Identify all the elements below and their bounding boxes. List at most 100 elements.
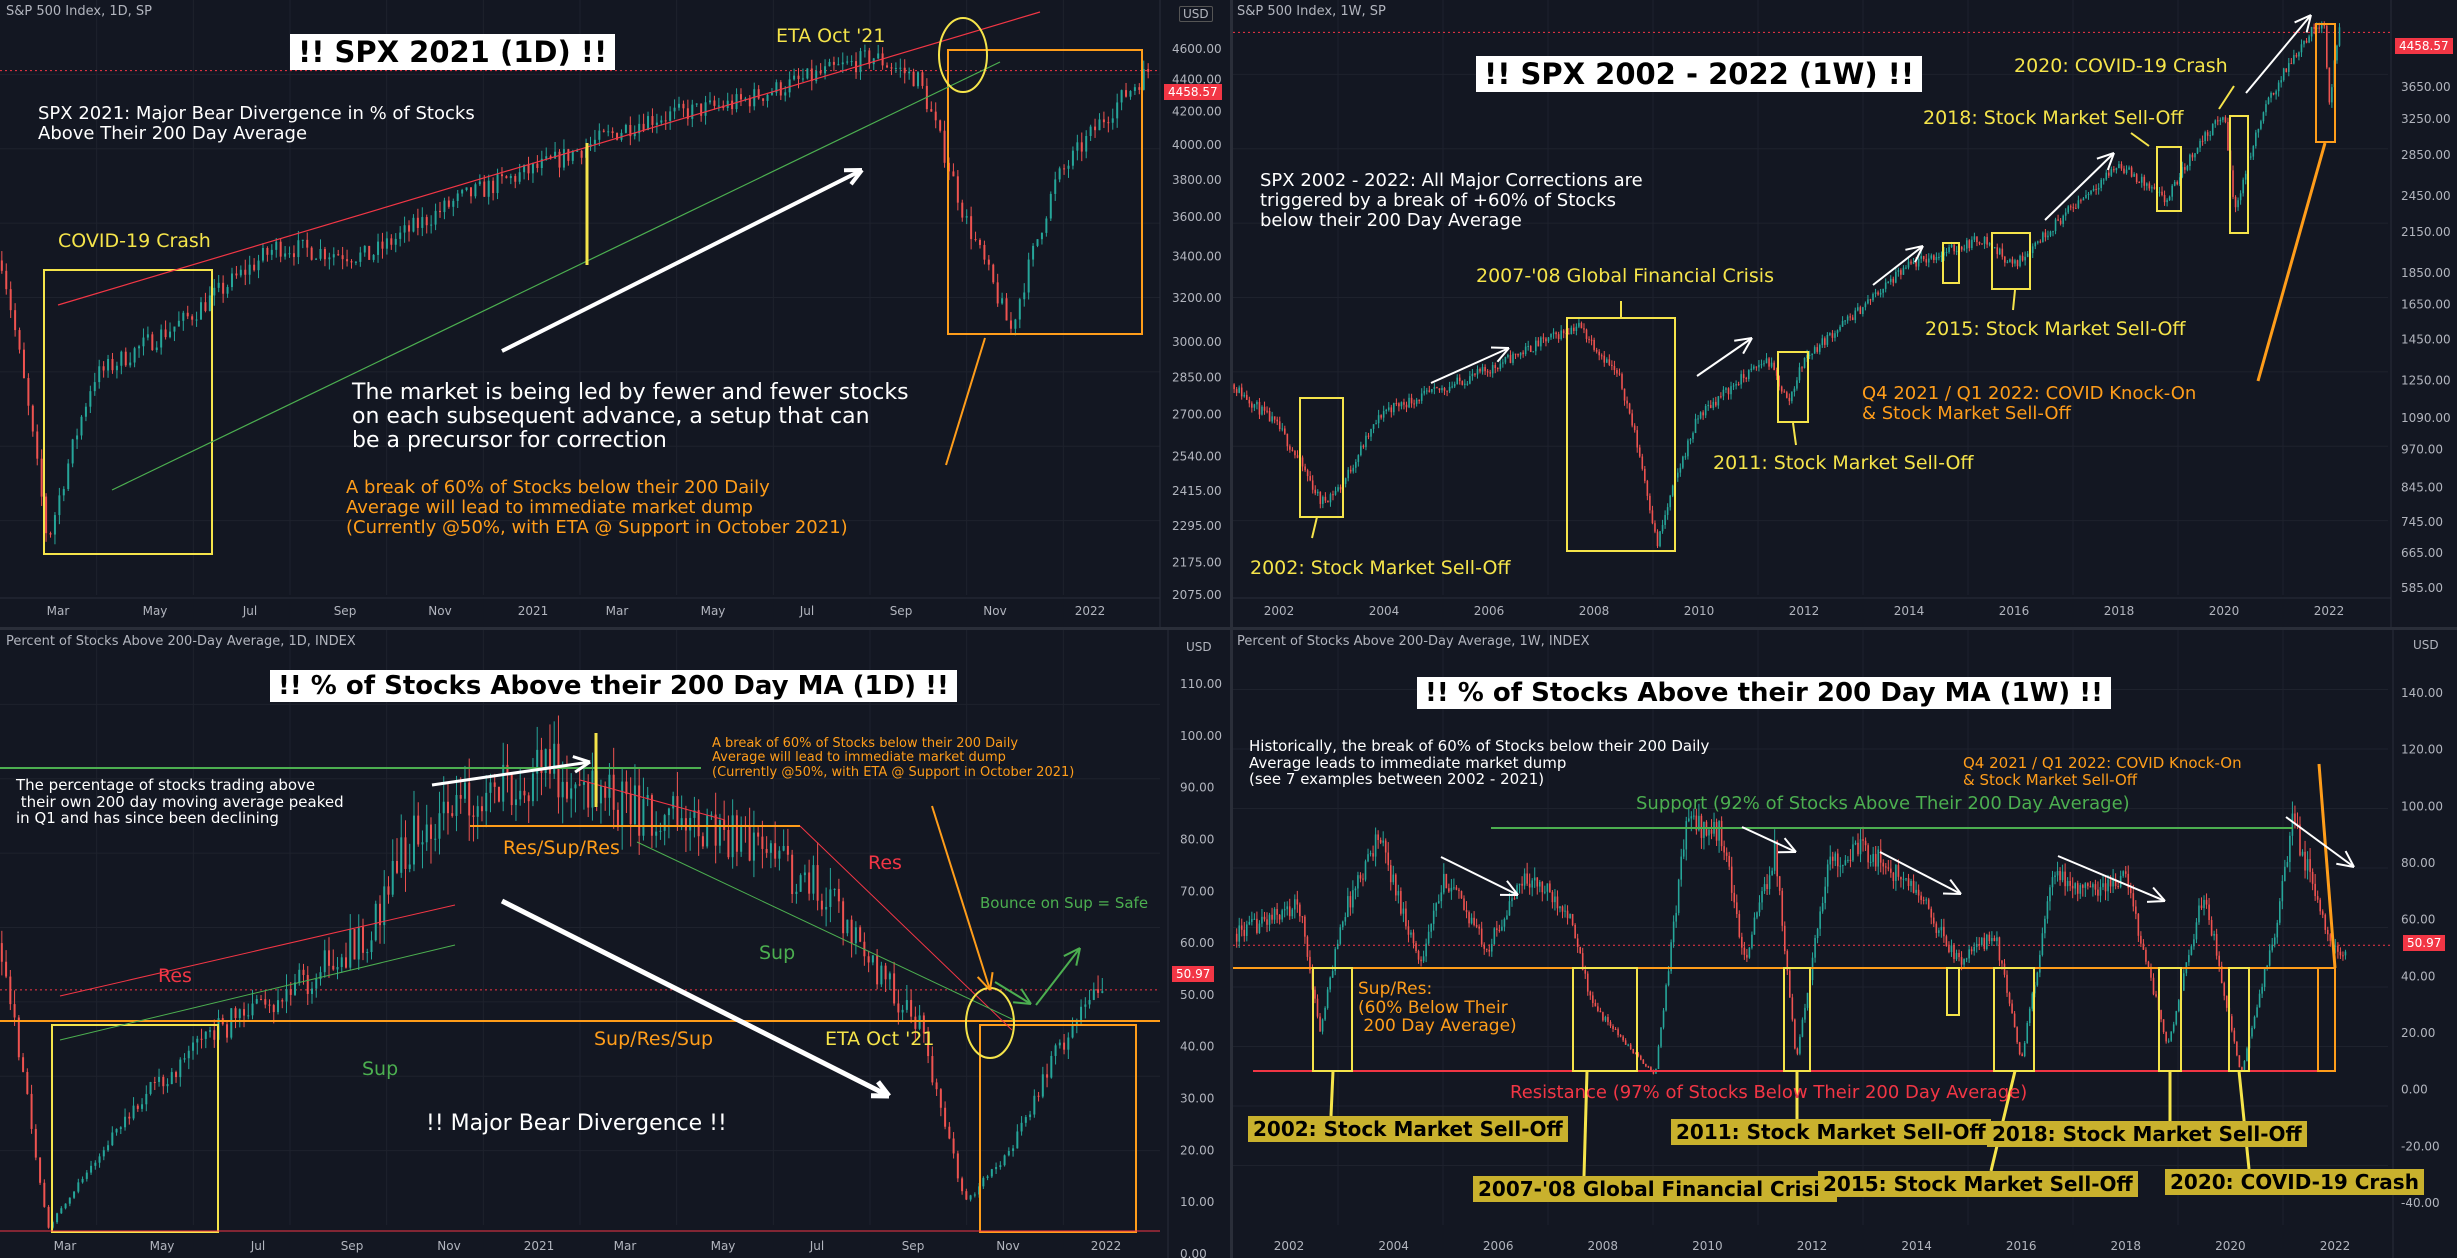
candle-body	[1311, 480, 1314, 490]
candle-body	[1522, 352, 1524, 355]
arrow-head	[2106, 152, 2115, 171]
candle-body	[1329, 494, 1332, 503]
candle-body	[1902, 878, 1905, 880]
candle-body	[757, 832, 760, 837]
candle-body	[616, 809, 619, 828]
candle-body	[2160, 1010, 2162, 1020]
currency-label: USD	[2413, 638, 2439, 652]
candle-body	[22, 1057, 25, 1072]
candle-body	[918, 1015, 921, 1029]
candle-body	[1316, 998, 1319, 1017]
symbol-label: Percent of Stocks Above 200-Day Average,…	[6, 634, 356, 649]
candle-body	[1498, 929, 1501, 931]
candle-body	[1907, 878, 1910, 886]
candle-body	[867, 956, 870, 963]
candle-body	[47, 1206, 50, 1228]
candle-body	[2215, 933, 2218, 956]
candle-body	[1513, 898, 1516, 900]
panel-breadth-1d[interactable]: 110.00 100.00 90.00 80.00 70.00 60.00 50.00 40.…	[0, 630, 1230, 1258]
candle-body	[903, 67, 906, 74]
candle-body	[1725, 852, 1728, 856]
x-tick-label: 2020	[2215, 1239, 2246, 1253]
candle-body	[2031, 993, 2034, 1009]
resistance-trendline	[57, 11, 1041, 306]
candle-body	[1266, 919, 1268, 925]
x-tick-label: 2004	[1378, 1239, 1409, 1253]
candle-body	[177, 320, 180, 327]
x-tick-label: Jul	[799, 604, 814, 618]
y-tick-label: 1090.00	[2401, 411, 2451, 425]
candle-body	[2318, 27, 2321, 29]
arrow-head	[1949, 878, 1962, 895]
candle-body	[2222, 117, 2224, 120]
candle-body	[1786, 392, 1788, 398]
candle-body	[200, 302, 203, 320]
candle-body	[1423, 390, 1426, 394]
candle-body	[306, 239, 309, 248]
candle-body	[213, 1030, 216, 1040]
candle-body	[846, 919, 849, 934]
candle-body	[1365, 435, 1367, 448]
candle-body	[1560, 330, 1562, 339]
candle-body	[650, 795, 653, 836]
candle-body	[160, 329, 163, 348]
candle-body	[204, 1031, 207, 1039]
panel-spx-1w[interactable]: 4250.003650.003250.002850.002450.002150.…	[1233, 0, 2457, 627]
candle-body	[1748, 947, 1751, 958]
candle-body	[1710, 829, 1713, 834]
candle-body	[1597, 1006, 1599, 1011]
y-tick-label: 2850.00	[2401, 148, 2451, 162]
candle-body	[912, 71, 915, 87]
candle-body	[850, 61, 853, 63]
candle-body	[208, 295, 211, 311]
candle-body	[1877, 292, 1879, 295]
candle-body	[1780, 386, 1783, 392]
candle-body	[2316, 896, 2319, 900]
candle-body	[1508, 901, 1511, 916]
breadth-1w-chart[interactable]: 140.00120.00100.0080.0060.0040.0020.000.…	[1233, 630, 2457, 1258]
candle-body	[2074, 883, 2077, 889]
x-tick-label: 2008	[1588, 1239, 1619, 1253]
x-tick-label: Sep	[334, 604, 357, 618]
candle-body	[102, 1150, 105, 1157]
candle-body	[1773, 362, 1775, 371]
candle-body	[2152, 977, 2155, 995]
candle-body	[1867, 845, 1869, 863]
candle-body	[1852, 844, 1854, 861]
candle-body	[1766, 884, 1768, 890]
spx-1d-chart[interactable]: 4600.004400.004200.004000.003800.003600.…	[0, 0, 1230, 627]
candle-body	[1980, 937, 1983, 945]
trend-arrow	[1430, 347, 1510, 384]
candle-body	[1955, 250, 1958, 252]
candle-body	[5, 961, 8, 977]
panel-breadth-1w[interactable]: 140.00 120.00 100.00 80.00 60.00 40.00 20.00 0.…	[1233, 630, 2457, 1258]
candle-body	[2047, 235, 2049, 238]
candle-body	[349, 929, 352, 968]
candle-body	[510, 774, 513, 806]
candle-body	[2059, 220, 2062, 224]
candle-body	[323, 248, 326, 260]
spx-1w-chart[interactable]: 4250.003650.003250.002850.002450.002150.…	[1233, 0, 2457, 627]
candle-body	[1594, 1003, 1597, 1007]
candle-body	[146, 334, 149, 338]
candle-body	[1071, 150, 1074, 166]
candle-body	[175, 1072, 178, 1078]
candle-body	[1527, 346, 1530, 348]
breadth-1d-chart[interactable]: 110.00100.0090.0080.0070.0060.0050.0040.…	[0, 630, 1230, 1258]
candle-body	[272, 1005, 275, 1013]
panel-spx-1d[interactable]: 4600.00 4400.00 4200.00 4000.00 3800.00 3600.…	[0, 0, 1230, 627]
candle-body	[129, 362, 132, 366]
candle-body	[832, 61, 835, 65]
candle-body	[1616, 370, 1618, 374]
candle-body	[1046, 1074, 1049, 1078]
candle-body	[124, 1116, 127, 1128]
candle-body	[27, 378, 30, 406]
candle-body	[837, 64, 840, 66]
candle-body	[430, 224, 433, 226]
candle-body	[669, 111, 672, 121]
candle-body	[1474, 373, 1476, 375]
candle-body	[557, 743, 560, 798]
candle-body	[527, 164, 530, 174]
subtitle-text: SPX 2021: Major Bear Divergence in % of …	[38, 103, 475, 144]
candle-body	[1753, 917, 1756, 935]
